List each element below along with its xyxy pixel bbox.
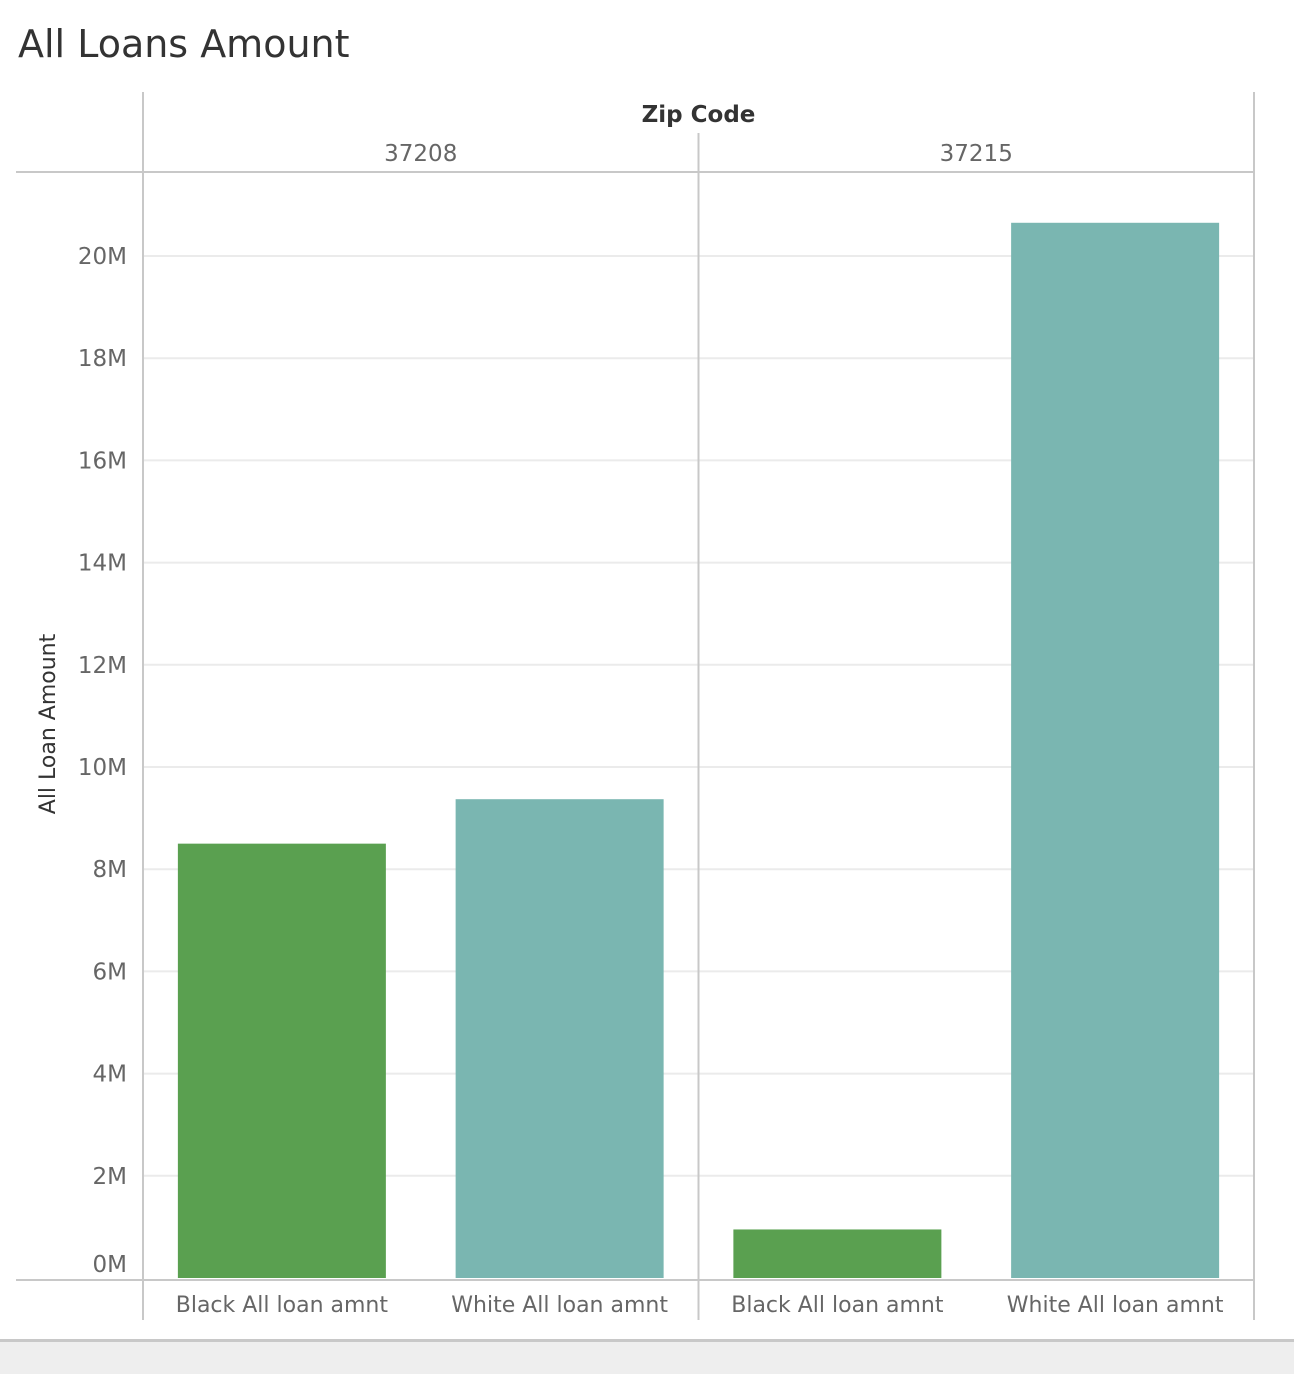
- y-tick-label: 0M: [93, 1252, 127, 1278]
- y-tick-label: 18M: [78, 346, 127, 372]
- y-axis-label: All Loan Amount: [36, 633, 61, 814]
- chart-title: All Loans Amount: [18, 22, 350, 66]
- bar-chart: Zip Code 37208 37215 0M 2M 4M 6M 8M 10M 12M 14M 16M…: [0, 92, 1294, 1340]
- y-tick-label: 20M: [78, 244, 127, 270]
- y-tick-label: 14M: [78, 551, 127, 577]
- x-tick-label: Black All loan amnt: [731, 1293, 944, 1318]
- x-tick-label: Black All loan amnt: [176, 1293, 389, 1318]
- y-tick-label: 8M: [93, 857, 127, 883]
- bottom-scrollbar-area: [0, 1340, 1294, 1374]
- bar: [177, 843, 386, 1278]
- bar: [1011, 222, 1220, 1278]
- y-tick-label: 2M: [93, 1164, 127, 1190]
- y-tick-label: 4M: [93, 1062, 127, 1088]
- y-tick-label: 6M: [93, 959, 127, 985]
- y-tick-label: 10M: [78, 755, 127, 781]
- group-label: 37215: [940, 141, 1013, 167]
- column-header: Zip Code: [642, 102, 756, 128]
- bar: [733, 1229, 942, 1278]
- y-tick-label: 12M: [78, 653, 127, 679]
- x-tick-label: White All loan amnt: [451, 1293, 668, 1318]
- y-tick-label: 16M: [78, 448, 127, 474]
- group-label: 37208: [384, 141, 457, 167]
- x-tick-label: White All loan amnt: [1007, 1293, 1224, 1318]
- bar: [455, 799, 664, 1278]
